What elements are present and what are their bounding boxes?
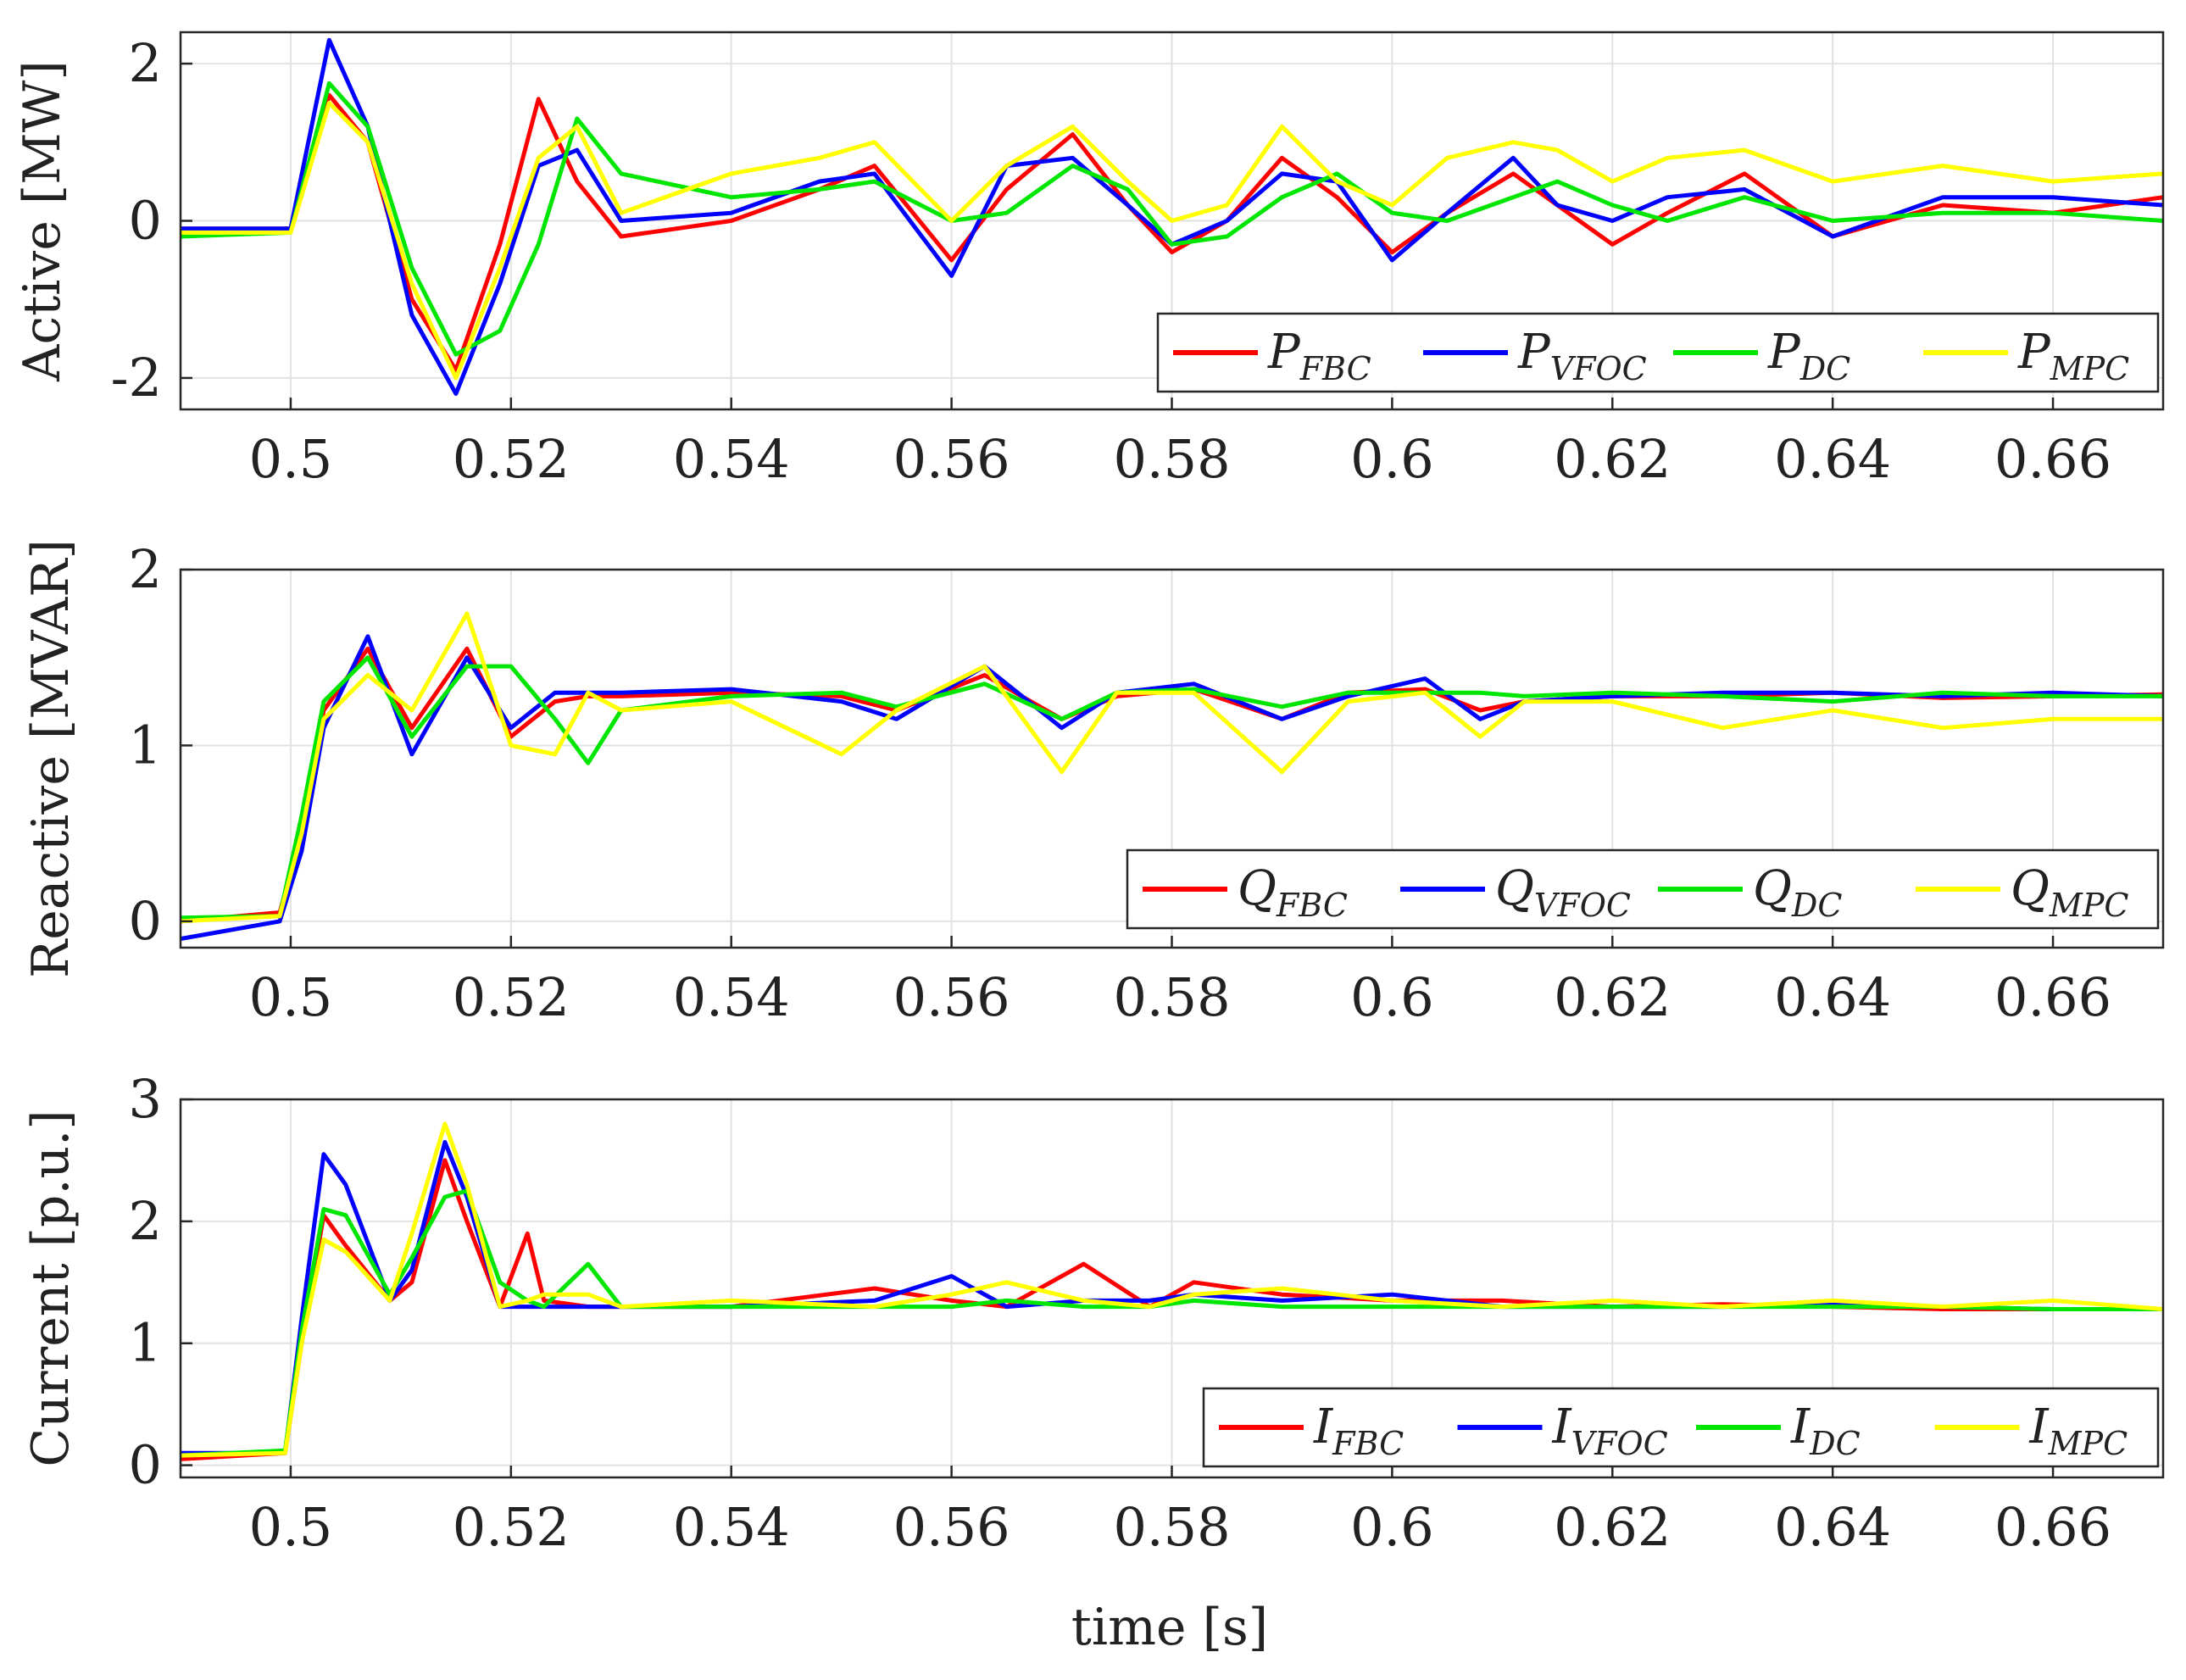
x-tick-label: 0.56	[893, 966, 1010, 1028]
current-panel: 0.5 0.52 0.54 0.56 0.58 0.6 0.62 0.64 0.66 0 1 2 3 Cu…	[21, 1068, 2165, 1558]
x-tick-label: 0.56	[893, 428, 1010, 490]
legend: QFBC QVFOC QDC QMPC	[1126, 848, 2160, 930]
series-line-dc	[181, 1188, 2163, 1458]
legend-label-dc: PDC	[1767, 325, 1850, 387]
x-tick-label: 0.66	[1994, 1496, 2111, 1558]
y-tick-label: 0	[129, 190, 162, 252]
x-axis-label: time [s]	[1071, 1598, 1268, 1657]
legend-label-vfoc: IVFOC	[1552, 1399, 1668, 1462]
series-line-mpc	[181, 100, 2163, 381]
legend-label-mpc: QMPC	[2011, 861, 2128, 924]
y-tick-label: 3	[129, 1068, 162, 1130]
legend-label-dc: QDC	[1753, 861, 1842, 924]
legend-label-fbc: IFBC	[1313, 1399, 1404, 1462]
x-tick-label: 0.5	[249, 966, 333, 1028]
y-tick-label: 2	[129, 32, 162, 94]
y-tick-label: 1	[129, 714, 162, 776]
y-tick-label: 2	[129, 1190, 162, 1252]
x-tick-label: 0.64	[1774, 428, 1891, 490]
y-tick-label: 0	[129, 890, 162, 952]
x-tick-label: 0.54	[673, 966, 790, 1028]
x-tick-label: 0.54	[673, 1496, 790, 1558]
legend: PFBC PVFOC PDC PMPC	[1156, 312, 2160, 393]
y-tick-label: 2	[129, 538, 162, 600]
x-tick-label: 0.58	[1113, 1496, 1230, 1558]
legend-label-vfoc: PVFOC	[1517, 325, 1647, 387]
y-tick-label: 0	[129, 1434, 162, 1496]
x-tick-label: 0.6	[1350, 1496, 1434, 1558]
x-tick-label: 0.6	[1350, 966, 1434, 1028]
x-tick-label: 0.52	[453, 428, 570, 490]
x-tick-label: 0.56	[893, 1496, 1010, 1558]
y-axis-label: Reactive [MVAR]	[21, 539, 81, 978]
x-tick-label: 0.5	[249, 1496, 333, 1558]
legend: IFBC IVFOC IDC IMPC	[1202, 1387, 2160, 1468]
y-axis-label: Current [p.u.]	[21, 1110, 81, 1466]
series-line-mpc	[181, 1121, 2163, 1458]
x-tick-label: 0.64	[1774, 966, 1891, 1028]
x-tick-label: 0.62	[1554, 966, 1671, 1028]
y-tick-label: -2	[111, 347, 162, 409]
legend-label-mpc: PMPC	[2017, 325, 2129, 387]
x-tick-label: 0.5	[249, 428, 333, 490]
y-tick-label: 1	[129, 1312, 162, 1374]
x-tick-label: 0.66	[1994, 428, 2111, 490]
reactive-power-panel: 0.5 0.52 0.54 0.56 0.58 0.6 0.62 0.64 0.66 0 1 2 Rea…	[21, 538, 2165, 1028]
x-tick-label: 0.52	[453, 1496, 570, 1558]
y-axis-label: Active [MW]	[13, 60, 72, 382]
x-tick-label: 0.58	[1113, 966, 1230, 1028]
x-tick-label: 0.62	[1554, 428, 1671, 490]
x-tick-label: 0.66	[1994, 966, 2111, 1028]
legend-label-dc: IDC	[1790, 1399, 1861, 1462]
x-tick-label: 0.64	[1774, 1496, 1891, 1558]
legend-label-fbc: PFBC	[1267, 325, 1371, 387]
x-tick-label: 0.6	[1350, 428, 1434, 490]
x-tick-label: 0.62	[1554, 1496, 1671, 1558]
x-tick-label: 0.58	[1113, 428, 1230, 490]
legend-label-fbc: QFBC	[1238, 861, 1348, 924]
series-line-dc	[181, 655, 2163, 921]
legend-label-vfoc: QVFOC	[1495, 861, 1631, 924]
x-tick-label: 0.52	[453, 966, 570, 1028]
x-tick-label: 0.54	[673, 428, 790, 490]
series-line-dc	[181, 81, 2163, 357]
series-line-mpc	[181, 611, 2163, 924]
legend-label-mpc: IMPC	[2029, 1399, 2128, 1462]
series-line-vfoc	[181, 37, 2163, 396]
active-power-panel: 0.5 0.52 0.54 0.56 0.58 0.6 0.62 0.64 0.66 -2 0 2 Ac…	[13, 31, 2165, 490]
